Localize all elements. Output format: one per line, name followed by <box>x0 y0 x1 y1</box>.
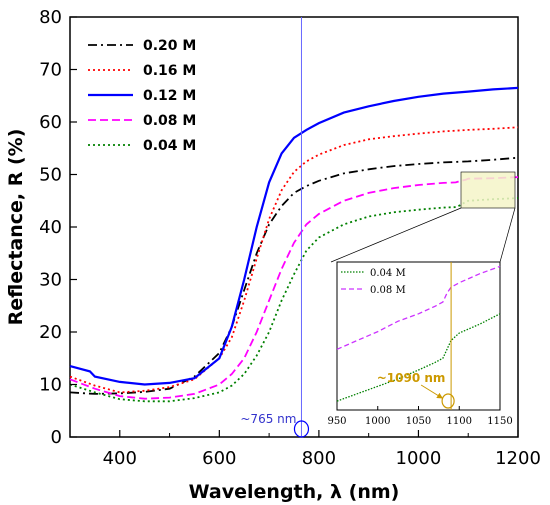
inset-marker-circle <box>441 393 455 409</box>
x-tick-label-1: 600 <box>202 448 236 469</box>
x-axis-label: Wavelength, λ (nm) <box>189 481 400 503</box>
inset-legend-label-1: 0.08 M <box>370 285 406 296</box>
x-tick-label-4: 1200 <box>495 448 541 469</box>
y-tick-label-8: 80 <box>39 7 62 28</box>
inset-x-tick-label-2: 1050 <box>406 416 431 427</box>
series-line-0 <box>69 156 519 395</box>
x-tick-label-3: 1000 <box>396 448 442 469</box>
inset-x-tick-label-4: 1150 <box>487 416 512 427</box>
inset-series-line-1 <box>336 265 501 350</box>
y-tick-label-7: 70 <box>39 60 62 81</box>
zoom-connector-left <box>330 207 462 263</box>
y-tick-label-2: 20 <box>39 322 62 343</box>
legend-label-3: 0.08 M <box>143 113 196 129</box>
y-tick-label-1: 10 <box>39 375 62 396</box>
legend-label-2: 0.12 M <box>143 88 196 104</box>
inset-x-tick-label-0: 950 <box>327 416 346 427</box>
inset-frame <box>336 261 501 411</box>
inset-arrow <box>420 384 443 399</box>
inset-legend-label-0: 0.04 M <box>370 268 406 279</box>
series-layer <box>69 86 519 403</box>
y-tick-label-3: 30 <box>39 270 62 291</box>
y-tick-label-5: 50 <box>39 165 62 186</box>
legend-label-0: 0.20 M <box>143 38 196 54</box>
zoom-region-box <box>460 171 516 209</box>
inset-vline-label: ~1090 nm <box>377 371 446 385</box>
zoom-connector-right <box>499 207 516 263</box>
legend-label-4: 0.04 M <box>143 138 196 154</box>
inset-series-line-0 <box>336 313 501 402</box>
y-tick-label-0: 0 <box>51 427 62 448</box>
inset-x-tick-label-3: 1100 <box>447 416 472 427</box>
inset-x-tick-label-1: 1000 <box>365 416 390 427</box>
y-tick-label-6: 60 <box>39 112 62 133</box>
inset-chart: 950 1000 1050 1100 1150 ~1090 nm 0.04 M 0.08 … <box>327 261 513 427</box>
inset-series-layer <box>336 265 501 402</box>
series-line-2 <box>69 86 519 386</box>
inset-legend: 0.04 M 0.08 M <box>341 268 406 296</box>
vline-label: ~765 nm <box>240 412 296 426</box>
ticks-layer: 400 600 800 1000 1200 0 10 20 30 40 50 60 70 80 <box>39 7 541 469</box>
series-line-3 <box>69 176 519 400</box>
series-line-1 <box>69 126 519 394</box>
y-axis-label: Reflectance, R (%) <box>5 129 27 326</box>
legend: 0.20 M 0.16 M 0.12 M 0.08 M 0.04 M <box>88 38 196 154</box>
series-line-4 <box>69 197 519 403</box>
inset-ticks-layer: 950 1000 1050 1100 1150 <box>327 406 513 427</box>
x-tick-label-2: 800 <box>302 448 336 469</box>
legend-label-1: 0.16 M <box>143 63 196 79</box>
y-tick-label-4: 40 <box>39 217 62 238</box>
x-tick-label-0: 400 <box>103 448 137 469</box>
vline-marker-circle <box>293 420 310 438</box>
